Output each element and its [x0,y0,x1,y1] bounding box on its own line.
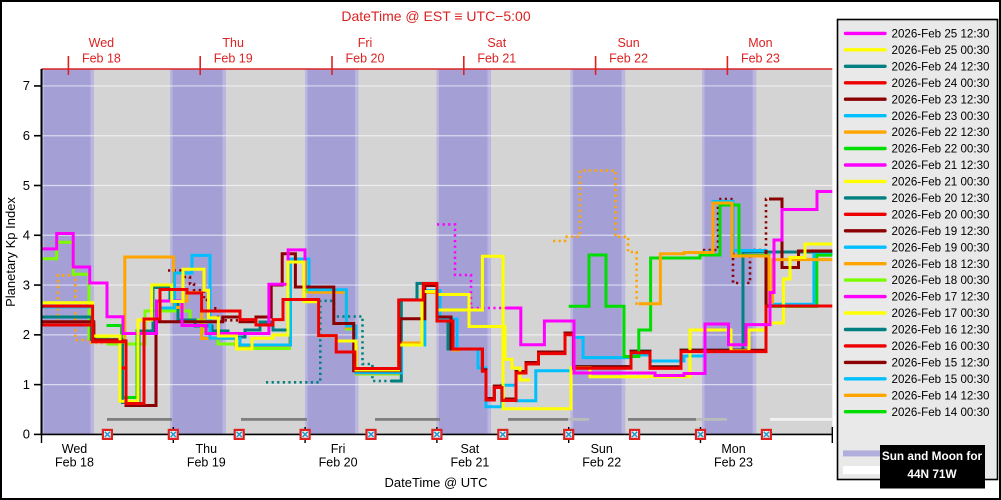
svg-text:Wed: Wed [89,36,115,50]
svg-text:Sat: Sat [461,442,480,456]
svg-text:2026-Feb 18 12:30: 2026-Feb 18 12:30 [892,258,990,271]
svg-text:Feb 21: Feb 21 [477,52,516,66]
svg-text:Feb 20: Feb 20 [319,456,358,470]
svg-text:Feb 23: Feb 23 [741,52,780,66]
svg-text:5: 5 [23,178,30,193]
svg-text:Fri: Fri [331,442,346,456]
svg-text:Mon: Mon [748,36,772,50]
svg-text:Thu: Thu [196,442,218,456]
svg-text:2026-Feb 16 00:30: 2026-Feb 16 00:30 [892,340,990,353]
svg-text:Thu: Thu [222,36,244,50]
svg-text:Fri: Fri [358,36,373,50]
svg-text:2026-Feb 15 12:30: 2026-Feb 15 12:30 [892,357,990,370]
svg-text:Sat: Sat [487,36,506,50]
svg-text:Feb 21: Feb 21 [450,456,489,470]
svg-text:2026-Feb 18 00:30: 2026-Feb 18 00:30 [892,274,990,287]
svg-text:2026-Feb 23 00:30: 2026-Feb 23 00:30 [892,110,990,123]
svg-text:Sun and Moon for: Sun and Moon for [882,449,983,463]
svg-text:Wed: Wed [62,442,88,456]
svg-text:2026-Feb 15 00:30: 2026-Feb 15 00:30 [892,373,990,386]
svg-text:Planetary Kp Index: Planetary Kp Index [3,197,18,307]
svg-text:4: 4 [23,228,30,243]
svg-text:DateTime @ UTC: DateTime @ UTC [384,475,487,490]
svg-text:Feb 22: Feb 22 [582,456,621,470]
svg-text:7: 7 [23,78,30,93]
svg-text:2026-Feb 25 00:30: 2026-Feb 25 00:30 [892,44,990,57]
svg-text:2026-Feb 21 00:30: 2026-Feb 21 00:30 [892,176,990,189]
svg-text:6: 6 [23,128,30,143]
svg-text:2026-Feb 16 12:30: 2026-Feb 16 12:30 [892,324,990,337]
svg-text:2026-Feb 17 12:30: 2026-Feb 17 12:30 [892,291,990,304]
svg-text:Sun: Sun [591,442,613,456]
svg-text:2026-Feb 20 00:30: 2026-Feb 20 00:30 [892,208,990,221]
svg-text:Feb 22: Feb 22 [609,52,648,66]
svg-text:2026-Feb 22 12:30: 2026-Feb 22 12:30 [892,126,990,139]
svg-text:44N 71W: 44N 71W [907,467,957,481]
svg-text:2026-Feb 17 00:30: 2026-Feb 17 00:30 [892,307,990,320]
svg-text:DateTime @ EST ≡ UTC−5:00: DateTime @ EST ≡ UTC−5:00 [341,8,530,24]
svg-text:2026-Feb 19 00:30: 2026-Feb 19 00:30 [892,241,990,254]
svg-text:2026-Feb 14 00:30: 2026-Feb 14 00:30 [892,406,990,419]
svg-text:2026-Feb 24 00:30: 2026-Feb 24 00:30 [892,77,990,90]
svg-text:2026-Feb 21 12:30: 2026-Feb 21 12:30 [892,159,990,172]
svg-text:2026-Feb 24 12:30: 2026-Feb 24 12:30 [892,60,990,73]
svg-text:Feb 19: Feb 19 [214,52,253,66]
svg-text:1: 1 [23,377,30,392]
svg-text:Feb 18: Feb 18 [82,52,121,66]
svg-text:2026-Feb 19 12:30: 2026-Feb 19 12:30 [892,225,990,238]
svg-text:Sun: Sun [617,36,639,50]
svg-text:Feb 19: Feb 19 [187,456,226,470]
svg-text:2: 2 [23,327,30,342]
svg-text:2026-Feb 23 12:30: 2026-Feb 23 12:30 [892,93,990,106]
svg-text:2026-Feb 20 12:30: 2026-Feb 20 12:30 [892,192,990,205]
svg-text:Feb 18: Feb 18 [55,456,94,470]
svg-text:Feb 23: Feb 23 [714,456,753,470]
svg-text:Feb 20: Feb 20 [346,52,385,66]
svg-text:2026-Feb 14 12:30: 2026-Feb 14 12:30 [892,389,990,402]
svg-text:Mon: Mon [721,442,745,456]
svg-text:2026-Feb 25 12:30: 2026-Feb 25 12:30 [892,28,990,41]
svg-text:2026-Feb 22 00:30: 2026-Feb 22 00:30 [892,143,990,156]
svg-text:3: 3 [23,277,30,292]
svg-text:0: 0 [23,427,30,442]
